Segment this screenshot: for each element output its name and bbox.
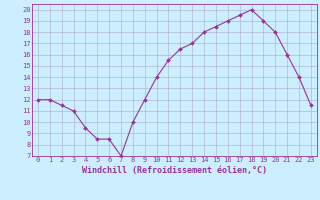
X-axis label: Windchill (Refroidissement éolien,°C): Windchill (Refroidissement éolien,°C) bbox=[82, 166, 267, 175]
